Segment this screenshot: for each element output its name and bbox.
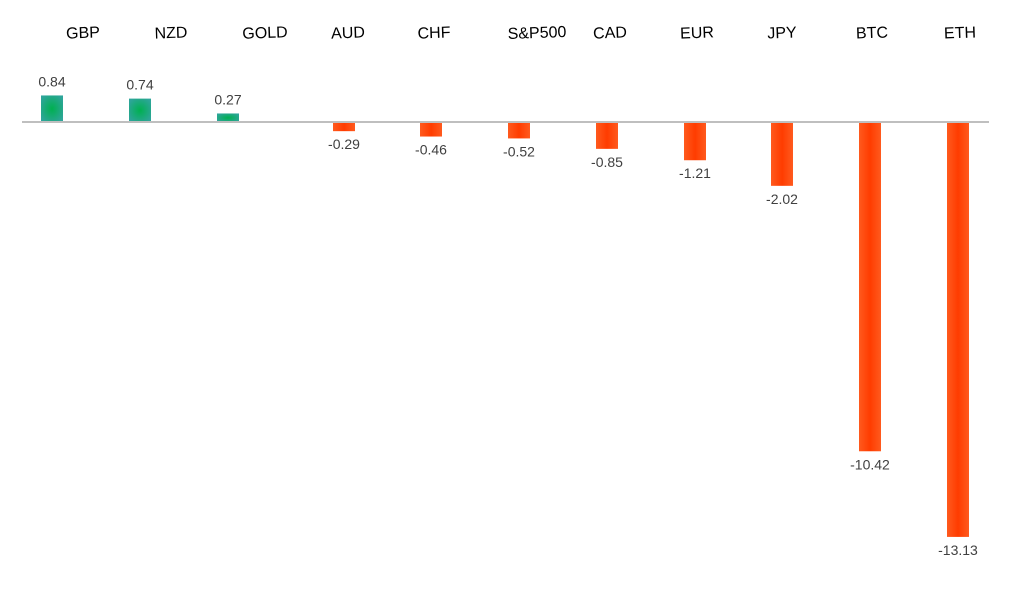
category-label: NZD bbox=[154, 24, 187, 42]
bar-cad bbox=[596, 122, 618, 149]
category-label: S&P500 bbox=[507, 24, 566, 43]
category-label: AUD bbox=[331, 24, 365, 42]
data-label: -13.13 bbox=[938, 542, 978, 558]
bar-eur bbox=[684, 122, 706, 161]
category-label: ETH bbox=[944, 24, 977, 42]
bar-chf bbox=[420, 122, 442, 137]
category-label: CAD bbox=[593, 24, 627, 42]
category-label: EUR bbox=[680, 24, 714, 42]
data-label: -10.42 bbox=[850, 456, 890, 472]
bar-nzd bbox=[129, 98, 151, 122]
bar-gbp bbox=[41, 95, 63, 122]
data-label: -2.02 bbox=[766, 191, 798, 207]
data-label: -1.21 bbox=[679, 165, 711, 181]
category-label: BTC bbox=[856, 24, 889, 42]
bar-sp500 bbox=[508, 122, 530, 139]
category-label: CHF bbox=[417, 24, 451, 42]
bar-gold bbox=[217, 113, 239, 122]
data-label: 0.27 bbox=[214, 91, 241, 107]
bar-btc bbox=[859, 122, 881, 452]
bar-jpy bbox=[771, 122, 793, 186]
bar-eth bbox=[947, 122, 969, 537]
data-label: 0.74 bbox=[126, 77, 153, 93]
category-label: GOLD bbox=[242, 24, 288, 43]
data-label: 0.84 bbox=[38, 73, 65, 89]
data-label: -0.29 bbox=[328, 136, 360, 152]
category-label: JPY bbox=[767, 24, 797, 42]
data-label: -0.52 bbox=[503, 143, 535, 159]
data-label: -0.46 bbox=[415, 142, 447, 158]
category-label: GBP bbox=[66, 24, 100, 42]
bar-aud bbox=[333, 122, 355, 132]
data-label: -0.85 bbox=[591, 154, 623, 170]
